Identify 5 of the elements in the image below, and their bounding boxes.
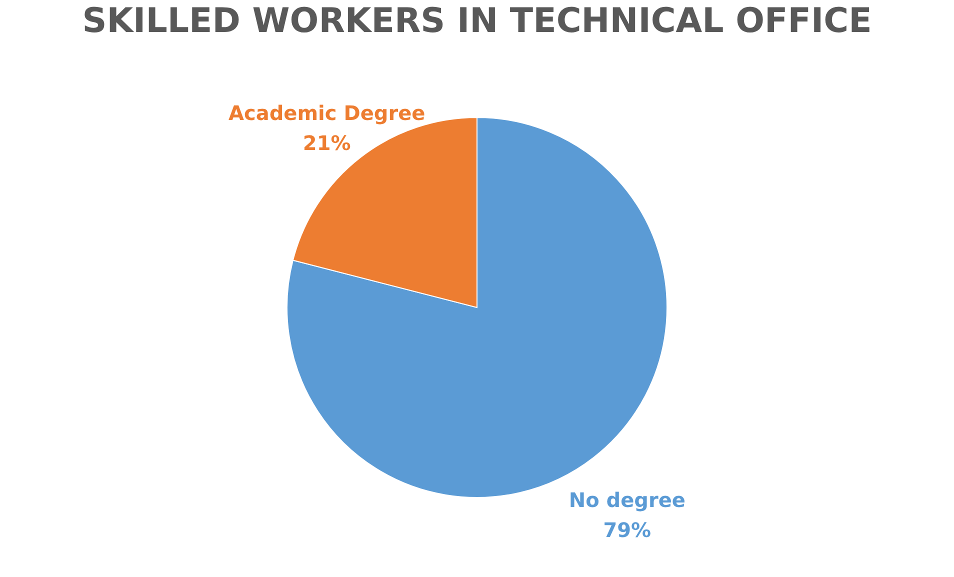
slice-label: Academic Degree bbox=[228, 100, 426, 125]
data-label: 79% bbox=[603, 518, 652, 542]
data-label: 21% bbox=[302, 130, 351, 155]
slice-label: No degree bbox=[568, 488, 686, 512]
chart-title: SKILLED WORKERS IN TECHNICAL OFFICE bbox=[82, 1, 872, 41]
